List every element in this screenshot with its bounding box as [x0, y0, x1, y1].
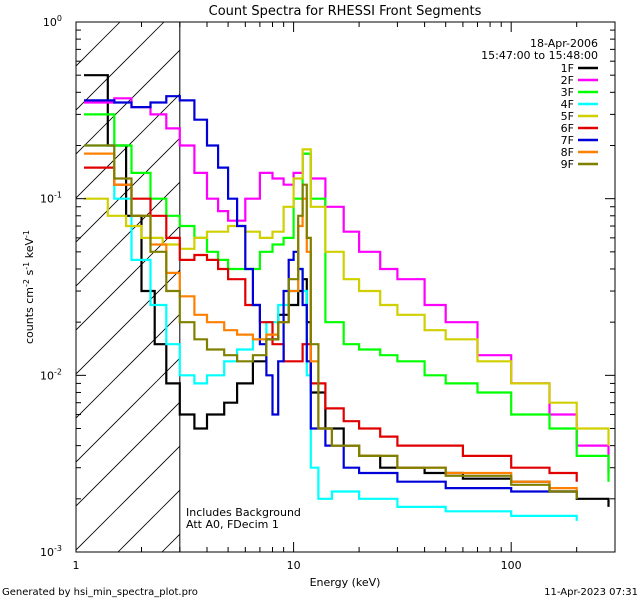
x-tick-label: 100 — [501, 559, 522, 572]
hatch-line — [76, 401, 180, 507]
axis-ticks: 1 10 100 10-3 10-2 10-1 100 — [40, 14, 616, 572]
series-line-5F — [84, 148, 610, 446]
series-line-7F — [84, 95, 578, 496]
y-label-part-1: counts cm — [23, 287, 36, 344]
legend-label-5F: 5F — [561, 110, 574, 123]
y-axis-label: counts cm-2 s-1 keV-1 — [22, 230, 36, 344]
y-label-part-3: keV — [23, 238, 36, 262]
annotation-background: Includes Background — [186, 506, 301, 519]
chart-title: Count Spectra for RHESSI Front Segments — [209, 4, 482, 19]
legend-label-8F: 8F — [561, 146, 574, 159]
series-line-8F — [84, 152, 578, 499]
legend-date: 18-Apr-2006 — [530, 37, 598, 50]
legend-label-4F: 4F — [561, 98, 574, 111]
y-tick-label: 10-2 — [40, 367, 62, 382]
legend-label-9F: 9F — [561, 158, 574, 171]
legend-label-6F: 6F — [561, 122, 574, 135]
series-lines — [84, 74, 610, 521]
x-axis-label: Energy (keV) — [310, 576, 381, 589]
series-line-3F — [84, 113, 610, 482]
legend-label-7F: 7F — [561, 134, 574, 147]
y-tick-label: 100 — [43, 14, 62, 29]
series-line-4F — [84, 144, 578, 521]
hatch-line — [76, 445, 180, 551]
hatch-line — [76, 269, 180, 375]
annotation-attenuator: Att A0, FDecim 1 — [186, 518, 279, 531]
y-label-exp-1: -2 — [22, 279, 31, 287]
x-tick-label: 1 — [73, 559, 80, 572]
hatch-line — [76, 137, 180, 243]
legend-label-3F: 3F — [561, 86, 574, 99]
y-label-part-2: s — [23, 269, 36, 278]
series-line-9F — [84, 144, 578, 499]
footer-timestamp: 11-Apr-2023 07:31 — [544, 587, 638, 598]
y-tick-label: 10-1 — [40, 191, 62, 206]
series-line-1F — [84, 74, 610, 507]
hatch-line — [76, 93, 180, 199]
series-line-6F — [84, 166, 578, 482]
x-tick-label: 10 — [287, 559, 301, 572]
legend-label-1F: 1F — [561, 62, 574, 75]
hatch-line — [76, 225, 180, 331]
hatched-region — [76, 22, 180, 552]
plot-frame — [75, 21, 616, 553]
y-label-exp-2: -1 — [22, 262, 31, 270]
hatch-line — [76, 313, 180, 419]
hatch-line — [76, 22, 77, 23]
legend-label-2F: 2F — [561, 74, 574, 87]
hatch-line — [76, 49, 180, 155]
footer-generator: Generated by hsi_min_spectra_plot.pro — [2, 587, 198, 598]
legend-time-range: 15:47:00 to 15:48:00 — [481, 49, 598, 62]
series-line-2F — [84, 97, 610, 473]
legend: 18-Apr-2006 15:47:00 to 15:48:00 1F2F3F4… — [481, 37, 598, 171]
y-label-exp-3: -1 — [22, 230, 31, 238]
y-tick-label: 10-3 — [40, 544, 62, 559]
